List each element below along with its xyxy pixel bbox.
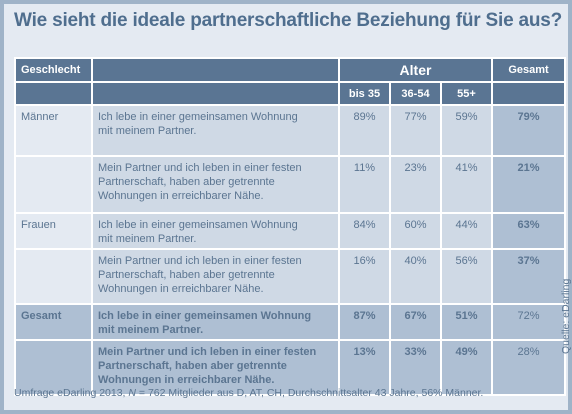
row-value-bis35: 11% <box>338 155 391 214</box>
header-empty-3 <box>491 81 566 106</box>
row-value-total: 28% <box>491 339 566 396</box>
table-row: Mein Partner und ich leben in einer fest… <box>14 248 566 305</box>
row-description: Ich lebe in einer gemeinsamen Wohnung mit… <box>91 104 340 157</box>
row-value-36-54: 77% <box>389 104 442 157</box>
row-value-bis35: 89% <box>338 104 391 157</box>
row-value-55plus: 44% <box>440 212 493 250</box>
row-value-total: 21% <box>491 155 566 214</box>
row-value-bis35: 87% <box>338 303 391 341</box>
row-description: Mein Partner und ich leben in einer fest… <box>91 339 340 396</box>
table-row: Männer Ich lebe in einer gemeinsamen Woh… <box>14 104 566 157</box>
header-row-2: bis 35 36-54 55+ <box>14 81 566 106</box>
row-value-55plus: 59% <box>440 104 493 157</box>
header-row-1: Geschlecht Alter Gesamt <box>14 57 566 83</box>
row-group: Frauen <box>14 212 93 250</box>
row-value-55plus: 49% <box>440 339 493 396</box>
header-geschlecht: Geschlecht <box>14 57 93 83</box>
row-value-55plus: 51% <box>440 303 493 341</box>
row-value-total: 72% <box>491 303 566 341</box>
row-group <box>14 339 93 396</box>
row-value-36-54: 67% <box>389 303 442 341</box>
survey-table: Geschlecht Alter Gesamt bis 35 36-54 55+… <box>14 57 566 396</box>
header-age-1: bis 35 <box>338 81 391 106</box>
source-label: Quelle: eDarling <box>560 278 572 354</box>
page-title: Wie sieht die ideale partnerschaftliche … <box>14 10 563 31</box>
row-group: Männer <box>14 104 93 157</box>
row-group <box>14 248 93 305</box>
table-row-total: Mein Partner und ich leben in einer fest… <box>14 339 566 396</box>
row-value-36-54: 60% <box>389 212 442 250</box>
row-value-bis35: 13% <box>338 339 391 396</box>
survey-footnote: Umfrage eDarling 2013, N = 762 Mitgliede… <box>14 387 484 399</box>
row-value-bis35: 84% <box>338 212 391 250</box>
row-group <box>14 155 93 214</box>
table-row: Frauen Ich lebe in einer gemeinsamen Woh… <box>14 212 566 250</box>
row-value-36-54: 33% <box>389 339 442 396</box>
row-description: Mein Partner und ich leben in einer fest… <box>91 155 340 214</box>
header-age-3: 55+ <box>440 81 493 106</box>
row-description: Mein Partner und ich leben in einer fest… <box>91 248 340 305</box>
row-value-total: 37% <box>491 248 566 305</box>
row-group: Gesamt <box>14 303 93 341</box>
header-empty-1 <box>14 81 93 106</box>
table-row: Mein Partner und ich leben in einer fest… <box>14 155 566 214</box>
header-age-2: 36-54 <box>389 81 442 106</box>
row-value-55plus: 56% <box>440 248 493 305</box>
row-value-total: 63% <box>491 212 566 250</box>
header-alter: Alter <box>338 57 493 83</box>
table-row-total: Gesamt Ich lebe in einer gemeinsamen Woh… <box>14 303 566 341</box>
row-description: Ich lebe in einer gemeinsamen Wohnung mit… <box>91 212 340 250</box>
row-value-bis35: 16% <box>338 248 391 305</box>
row-description: Ich lebe in einer gemeinsamen Wohnung mit… <box>91 303 340 341</box>
row-value-36-54: 23% <box>389 155 442 214</box>
header-empty-2 <box>91 81 340 106</box>
row-value-36-54: 40% <box>389 248 442 305</box>
header-gesamt: Gesamt <box>491 57 566 83</box>
header-empty <box>91 57 340 83</box>
row-value-55plus: 41% <box>440 155 493 214</box>
row-value-total: 79% <box>491 104 566 157</box>
